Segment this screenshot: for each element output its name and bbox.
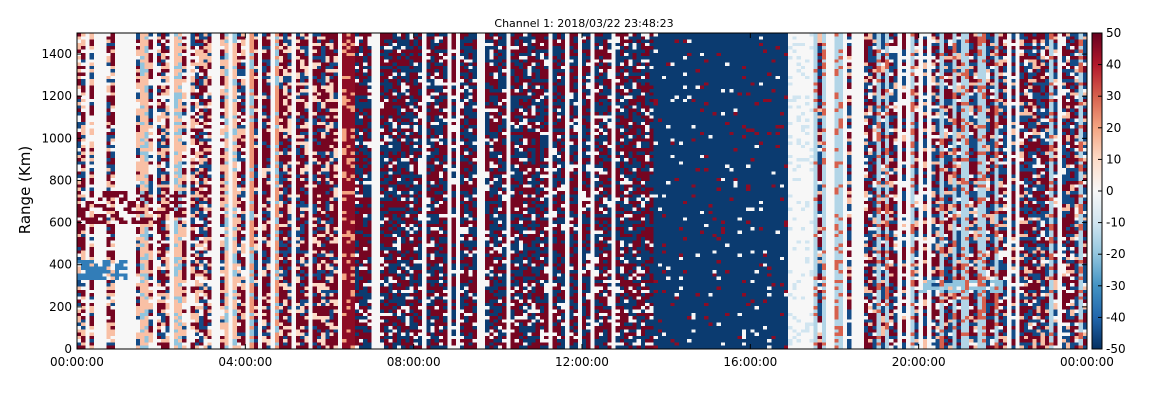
y-tick-label: 1200 [41, 89, 72, 103]
x-tick-label: 04:00:00 [218, 355, 272, 369]
y-tick-label: 400 [49, 258, 72, 272]
y-tick-label: 1000 [41, 131, 72, 145]
heatmap [77, 33, 1087, 349]
colorbar-tick-label: 50 [1106, 26, 1121, 40]
colorbar-tick-label: -40 [1106, 310, 1126, 324]
colorbar-tick-label: -30 [1106, 279, 1126, 293]
x-tick-label: 00:00:00 [50, 355, 104, 369]
x-axis: 00:00:00 04:00:00 08:00:00 12:00:00 16:00:00… [50, 33, 1114, 369]
y-axis-label: Range (Km) [16, 146, 34, 234]
x-tick-label: 20:00:00 [892, 355, 946, 369]
colorbar-tick-label: -20 [1106, 247, 1126, 261]
colorbar-ticks: 50 40 30 20 10 0 -10 -20 -30 -40 -50 [1098, 26, 1126, 356]
x-tick-label: 08:00:00 [387, 355, 441, 369]
colorbar-tick-label: -50 [1106, 342, 1126, 356]
colorbar-tick-label: 0 [1106, 184, 1114, 198]
y-axis: 0 200 400 600 800 1000 1200 1400 [41, 47, 1087, 356]
x-tick-label: 00:00:00 [1060, 355, 1114, 369]
colorbar-tick-label: 20 [1106, 121, 1121, 135]
y-tick-label: 200 [49, 300, 72, 314]
colorbar-tick-label: 40 [1106, 58, 1121, 72]
colorbar-tick-label: 30 [1106, 89, 1121, 103]
colorbar-tick-label: 10 [1106, 152, 1121, 166]
heatmap-cells [77, 33, 1087, 349]
chart-title: Channel 1: 2018/03/22 23:48:23 [494, 17, 673, 30]
x-tick-label: 12:00:00 [555, 355, 609, 369]
y-tick-label: 800 [49, 173, 72, 187]
y-tick-label: 0 [64, 342, 72, 356]
x-tick-label: 16:00:00 [723, 355, 777, 369]
y-tick-label: 600 [49, 216, 72, 230]
colorbar-tick-label: -10 [1106, 216, 1126, 230]
y-tick-label: 1400 [41, 47, 72, 61]
